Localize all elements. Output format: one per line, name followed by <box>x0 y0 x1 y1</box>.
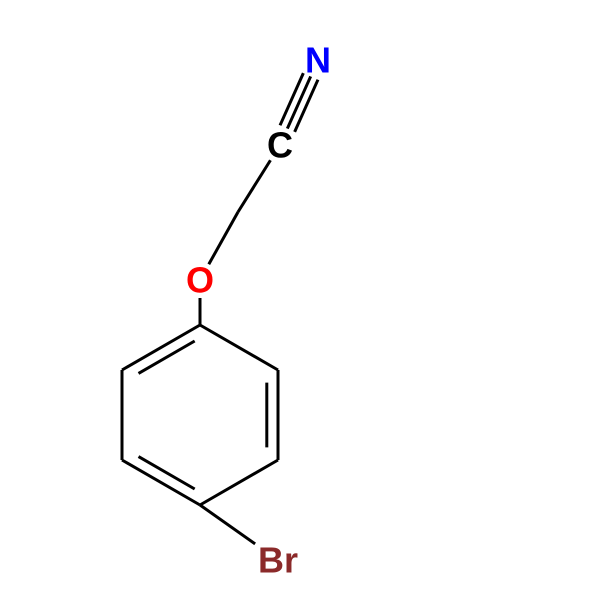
atom-c: C <box>267 125 293 166</box>
atom-br: Br <box>258 540 298 581</box>
atom-n: N <box>305 40 331 81</box>
atom-o: O <box>186 260 214 301</box>
molecule-diagram: N C O Br <box>0 0 600 600</box>
